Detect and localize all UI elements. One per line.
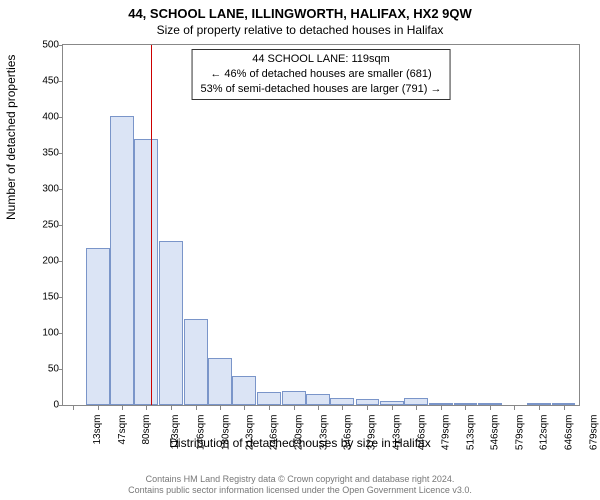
- chart-title-sub: Size of property relative to detached ho…: [0, 21, 600, 37]
- bar: [232, 376, 256, 405]
- x-tick-mark: [392, 405, 393, 410]
- bar: [184, 319, 208, 405]
- marker-line: [151, 45, 152, 405]
- bar: [330, 398, 354, 405]
- bar: [404, 398, 428, 405]
- x-tick-mark: [294, 405, 295, 410]
- plot-area: 44 SCHOOL LANE: 119sqm ← 46% of detached…: [62, 44, 580, 406]
- x-tick-mark: [196, 405, 197, 410]
- x-tick-mark: [318, 405, 319, 410]
- bar: [257, 392, 281, 405]
- y-tick-mark: [58, 153, 63, 154]
- x-tick-mark: [220, 405, 221, 410]
- y-tick-mark: [58, 45, 63, 46]
- bar: [110, 116, 134, 405]
- callout-line-2: ← 46% of detached houses are smaller (68…: [201, 67, 442, 82]
- bar: [134, 139, 158, 405]
- callout-line-3: 53% of semi-detached houses are larger (…: [201, 82, 442, 97]
- x-tick-mark: [73, 405, 74, 410]
- bar: [306, 394, 330, 405]
- x-tick-mark: [244, 405, 245, 410]
- x-axis-label: Distribution of detached houses by size …: [0, 436, 600, 450]
- x-tick-mark: [441, 405, 442, 410]
- bar: [282, 391, 306, 405]
- x-tick-mark: [539, 405, 540, 410]
- y-axis-label: Number of detached properties: [4, 55, 18, 220]
- y-tick-mark: [58, 297, 63, 298]
- footnote: Contains HM Land Registry data © Crown c…: [0, 474, 600, 497]
- footnote-line-2: Contains public sector information licen…: [0, 485, 600, 496]
- bar: [159, 241, 183, 405]
- y-tick-mark: [58, 225, 63, 226]
- x-tick-mark: [465, 405, 466, 410]
- footnote-line-1: Contains HM Land Registry data © Crown c…: [0, 474, 600, 485]
- x-tick-mark: [146, 405, 147, 410]
- y-tick-mark: [58, 333, 63, 334]
- y-tick-mark: [58, 369, 63, 370]
- x-tick-mark: [269, 405, 270, 410]
- x-tick-mark: [367, 405, 368, 410]
- x-tick-mark: [564, 405, 565, 410]
- y-tick-mark: [58, 189, 63, 190]
- y-tick-mark: [58, 117, 63, 118]
- callout-line-1: 44 SCHOOL LANE: 119sqm: [201, 52, 442, 67]
- x-tick-mark: [122, 405, 123, 410]
- bar: [208, 358, 232, 405]
- callout-box: 44 SCHOOL LANE: 119sqm ← 46% of detached…: [192, 49, 451, 100]
- chart-container: 44, SCHOOL LANE, ILLINGWORTH, HALIFAX, H…: [0, 0, 600, 500]
- y-tick-mark: [58, 81, 63, 82]
- y-tick-mark: [58, 261, 63, 262]
- x-tick-mark: [490, 405, 491, 410]
- x-tick-mark: [98, 405, 99, 410]
- bar: [86, 248, 110, 405]
- y-tick-mark: [58, 405, 63, 406]
- x-tick-mark: [416, 405, 417, 410]
- chart-title-main: 44, SCHOOL LANE, ILLINGWORTH, HALIFAX, H…: [0, 0, 600, 21]
- x-tick-mark: [171, 405, 172, 410]
- x-tick-mark: [342, 405, 343, 410]
- x-tick-mark: [514, 405, 515, 410]
